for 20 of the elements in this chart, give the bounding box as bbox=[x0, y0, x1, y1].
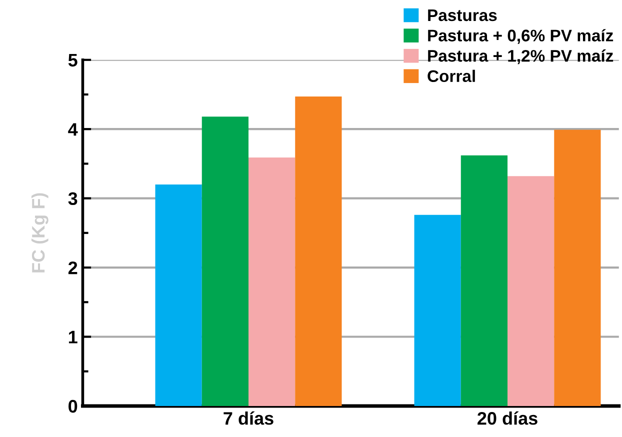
y-tick-label: 2 bbox=[68, 261, 78, 274]
bar bbox=[155, 184, 202, 406]
y-tick-label: 4 bbox=[68, 123, 78, 136]
x-tick-label: 20 días bbox=[478, 411, 538, 425]
bar bbox=[508, 176, 554, 406]
x-tick-label: 7 días bbox=[224, 411, 274, 425]
legend-label: Pastura + 0,6% PV maíz bbox=[428, 29, 614, 44]
y-tick-label: 0 bbox=[68, 400, 78, 413]
legend-label: Pastura + 1,2% PV maíz bbox=[428, 49, 614, 64]
bar bbox=[295, 96, 342, 406]
bar bbox=[202, 116, 248, 406]
bar bbox=[414, 214, 461, 406]
bar bbox=[248, 157, 296, 406]
y-tick-label: 1 bbox=[68, 330, 78, 344]
y-tick-label: 5 bbox=[68, 54, 78, 67]
legend-label: Pasturas bbox=[428, 10, 497, 22]
bar bbox=[554, 130, 601, 406]
legend-label: Corral bbox=[428, 70, 475, 82]
bar bbox=[460, 155, 508, 406]
y-tick-label: 3 bbox=[68, 192, 78, 206]
